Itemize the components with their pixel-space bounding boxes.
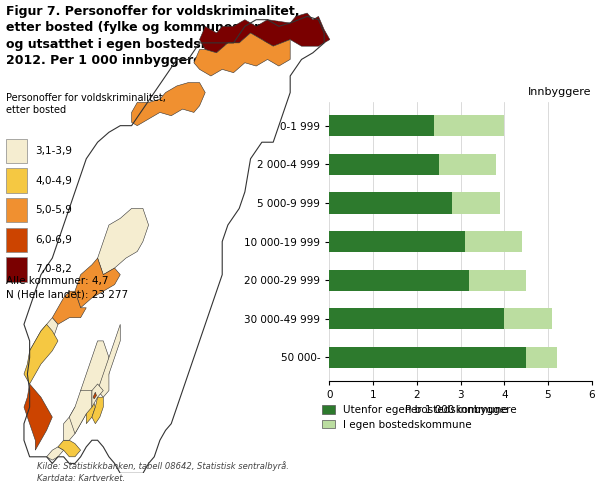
FancyBboxPatch shape — [6, 139, 27, 163]
Text: Personoffer for voldskriminalitet,
etter bosted: Personoffer for voldskriminalitet, etter… — [6, 93, 166, 115]
Polygon shape — [63, 407, 86, 440]
Polygon shape — [194, 33, 290, 76]
Text: 5,0-5,9: 5,0-5,9 — [35, 205, 72, 215]
Polygon shape — [132, 82, 205, 125]
Bar — [434, 115, 504, 136]
Text: Figur 7. Personoffer for voldskriminalitet,
etter bosted (fylke og kommunestørre: Figur 7. Personoffer for voldskriminalit… — [6, 5, 301, 67]
Polygon shape — [24, 325, 58, 384]
Polygon shape — [46, 447, 63, 460]
Bar — [439, 154, 495, 175]
Legend: Utenfor egen bostedskommune, I egen bostedskommune: Utenfor egen bostedskommune, I egen bost… — [323, 406, 508, 429]
Polygon shape — [75, 258, 120, 308]
Polygon shape — [92, 397, 103, 424]
Text: 6,0-6,9: 6,0-6,9 — [35, 235, 72, 245]
Polygon shape — [92, 384, 103, 407]
Polygon shape — [98, 208, 149, 275]
Text: Alle kommuner: 4,7
N (Hele landet): 23 277: Alle kommuner: 4,7 N (Hele landet): 23 2… — [6, 276, 128, 299]
Polygon shape — [58, 440, 81, 457]
Polygon shape — [30, 318, 58, 357]
Polygon shape — [81, 341, 109, 390]
Text: Kilde: Statistikkbanken, tabell 08642, Statistisk sentralbyrå.
Kartdata: Kartver: Kilde: Statistikkbanken, tabell 08642, S… — [37, 461, 289, 483]
FancyBboxPatch shape — [6, 228, 27, 252]
Bar — [329, 269, 469, 291]
Polygon shape — [93, 392, 96, 399]
Bar — [329, 154, 439, 175]
Polygon shape — [98, 325, 120, 397]
Polygon shape — [81, 397, 95, 424]
Bar — [329, 192, 452, 214]
Text: Innbyggere: Innbyggere — [528, 87, 592, 97]
Bar — [504, 308, 552, 329]
Text: 3,1-3,9: 3,1-3,9 — [35, 146, 72, 156]
Bar — [465, 231, 522, 252]
FancyBboxPatch shape — [6, 258, 27, 282]
Bar — [469, 269, 526, 291]
Bar — [329, 115, 434, 136]
Polygon shape — [24, 384, 52, 450]
Text: 4,0-4,9: 4,0-4,9 — [35, 176, 72, 185]
FancyBboxPatch shape — [6, 198, 27, 222]
Polygon shape — [52, 291, 86, 325]
X-axis label: Per 1 000 innbyggere: Per 1 000 innbyggere — [405, 405, 516, 415]
Polygon shape — [199, 13, 330, 53]
Bar — [329, 347, 526, 368]
FancyBboxPatch shape — [6, 168, 27, 193]
Polygon shape — [70, 384, 92, 434]
Bar — [526, 347, 557, 368]
Bar — [452, 192, 500, 214]
Text: 7,0-8,2: 7,0-8,2 — [35, 264, 72, 274]
Bar — [329, 308, 504, 329]
Bar — [329, 231, 465, 252]
